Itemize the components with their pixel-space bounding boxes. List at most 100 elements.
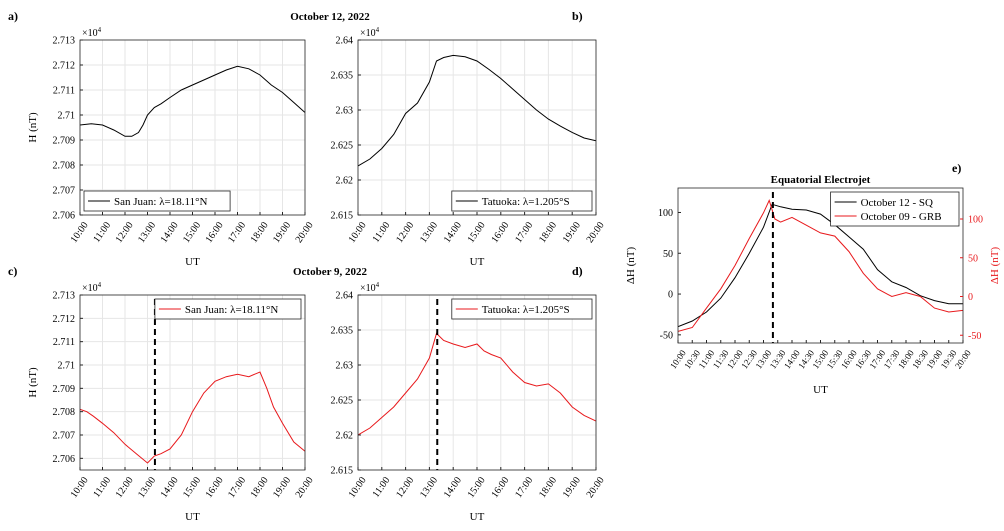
y-tick-label: 2.712 (53, 314, 76, 325)
y-tick-label: 2.706 (53, 454, 76, 465)
x-tick-label: 11:00 (371, 475, 393, 500)
x-tick-label: 15:00 (466, 475, 488, 500)
x-axis-label: UT (185, 511, 200, 523)
x-tick-label: 10:00 (347, 220, 369, 245)
exponent-label: ×104 (82, 26, 102, 39)
legend-box (83, 190, 231, 212)
x-tick-label: 14:00 (159, 475, 181, 500)
x-tick-label: 14:00 (442, 475, 464, 500)
x-tick-label: 13:00 (136, 475, 158, 500)
y-tick-label: 0 (668, 290, 673, 301)
panel-label: a) (8, 9, 18, 23)
x-tick-label: 12:00 (114, 220, 136, 245)
y-tick-label: 100 (658, 208, 673, 219)
y-tick-label: 2.713 (53, 291, 76, 302)
series-line-e-1 (678, 198, 963, 332)
x-tick-label: 16:00 (489, 475, 511, 500)
x-tick-label: 19:00 (561, 475, 583, 500)
x-tick-label: 18:00 (537, 475, 559, 500)
x-tick-label: 17:00 (226, 475, 248, 500)
x-tick-label: 16:00 (204, 475, 226, 500)
y-tick-label: 2.711 (53, 337, 75, 348)
series-line-d-0 (358, 332, 596, 436)
x-tick-label: 12:00 (394, 220, 416, 245)
x-tick-label: 16:00 (204, 220, 226, 245)
panel-c: 10:00 11:00 12:00 13:00 14:00 15:00 16:00 17:00… (8, 264, 316, 523)
x-tick-label: 10:00 (69, 220, 91, 245)
panel-label: e) (952, 161, 961, 175)
y-right-tick-label: -50 (968, 331, 981, 342)
x-tick-label: 17:00 (513, 475, 535, 500)
series-line-e-0 (678, 203, 963, 328)
legend-label: Tatuoka: λ=1.205°S (482, 196, 570, 208)
y-tick-label: 2.64 (336, 291, 354, 302)
exponent-label: ×104 (82, 281, 102, 294)
y-tick-label: 2.62 (336, 431, 354, 442)
legend-box (830, 191, 960, 227)
chart-title: Equatorial Electrojet (771, 174, 871, 186)
series-line-b-0 (358, 54, 596, 167)
x-tick-label: 15:00 (181, 475, 203, 500)
x-tick-label: 17:00 (226, 220, 248, 245)
legend-label: San Juan: λ=18.11°N (114, 196, 207, 208)
y-axis-label: H (nT) (27, 367, 39, 398)
x-tick-label: 18:00 (249, 220, 271, 245)
x-tick-label: 20:00 (294, 475, 316, 500)
panel-label: c) (8, 264, 17, 278)
y-tick-label: 2.615 (331, 466, 354, 477)
y-tick-label: -50 (660, 330, 673, 341)
x-axis-label: UT (470, 511, 485, 523)
x-tick-label: 14:00 (159, 220, 181, 245)
x-tick-label: 14:00 (442, 220, 464, 245)
x-tick-label: 11:00 (91, 220, 113, 245)
y-tick-label: 50 (663, 249, 673, 260)
y-tick-label: 2.713 (53, 36, 76, 47)
y-tick-label: 2.706 (53, 211, 76, 222)
legend-label: October 09 - GRB (861, 211, 942, 223)
legend-label: San Juan: λ=18.11°N (185, 304, 278, 316)
y-tick-label: 2.71 (58, 361, 76, 372)
x-tick-label: 19:00 (271, 220, 293, 245)
legend-label: Tatuoka: λ=1.205°S (482, 304, 570, 316)
x-tick-label: 20:00 (585, 220, 607, 245)
series-line-c-0 (80, 371, 305, 464)
y-tick-label: 2.71 (58, 111, 76, 122)
x-tick-label: 20:00 (953, 348, 973, 371)
x-tick-label: 17:00 (513, 220, 535, 245)
y-tick-label: 2.625 (331, 396, 354, 407)
legend: San Juan: λ=18.11°N (154, 298, 302, 320)
series-line-a-0 (80, 65, 305, 137)
x-tick-label: 15:00 (466, 220, 488, 245)
x-tick-label: 20:00 (294, 220, 316, 245)
y-tick-label: 2.615 (331, 211, 354, 222)
legend-box (451, 190, 593, 212)
y-tick-label: 2.635 (331, 71, 354, 82)
y-tick-label: 2.635 (331, 326, 354, 337)
exponent-label: ×104 (360, 26, 380, 39)
x-tick-label: 18:00 (537, 220, 559, 245)
x-tick-label: 13:00 (418, 220, 440, 245)
y-axis-label: ΔH (nT) (625, 247, 637, 285)
x-tick-label: 10:00 (347, 475, 369, 500)
x-axis-label: UT (813, 384, 828, 396)
y-tick-label: 2.712 (53, 61, 76, 72)
exponent-label: ×104 (360, 281, 380, 294)
y-tick-label: 2.63 (336, 361, 354, 372)
y-tick-label: 2.707 (53, 431, 76, 442)
figure-title-top: October 12, 2022 (290, 11, 370, 23)
y-tick-label: 2.62 (336, 176, 354, 187)
x-tick-label: 18:00 (249, 475, 271, 500)
y-tick-label: 2.708 (53, 161, 76, 172)
exponent-power: 4 (98, 281, 102, 289)
x-tick-label: 11:00 (371, 220, 393, 245)
y-axis-label: H (nT) (27, 112, 39, 143)
legend-box (154, 298, 302, 320)
y-right-tick-label: 50 (968, 253, 978, 264)
y-tick-label: 2.708 (53, 407, 76, 418)
exponent-power: 4 (98, 26, 102, 34)
figure-title-bottom: October 9, 2022 (293, 266, 368, 278)
exponent-power: 4 (376, 281, 380, 289)
legend-box (451, 298, 593, 320)
legend: Tatuoka: λ=1.205°S (451, 190, 593, 212)
